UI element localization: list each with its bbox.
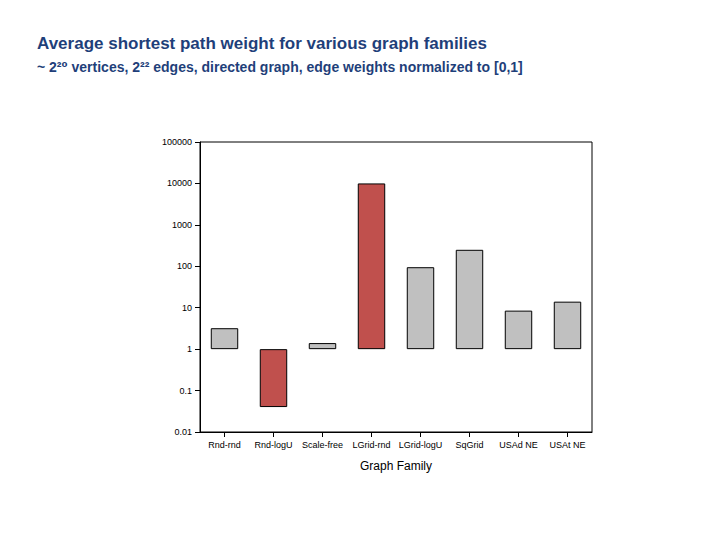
svg-text:Graph Family: Graph Family [360,459,432,473]
svg-text:USAd NE: USAd NE [499,440,538,450]
svg-text:Scale-free: Scale-free [302,440,343,450]
svg-text:~ 2²⁰ vertices, 2²² edges, dir: ~ 2²⁰ vertices, 2²² edges, directed grap… [37,59,523,75]
svg-text:USAt NE: USAt NE [549,440,585,450]
svg-text:LGrid-rnd: LGrid-rnd [352,440,390,450]
svg-text:0.01: 0.01 [174,427,192,437]
svg-text:1000: 1000 [172,220,192,230]
svg-text:100000: 100000 [162,137,192,147]
svg-text:100: 100 [177,261,192,271]
svg-text:SqGrid: SqGrid [455,440,483,450]
svg-text:10: 10 [182,303,192,313]
svg-text:10000: 10000 [167,178,192,188]
svg-text:1: 1 [187,344,192,354]
svg-text:Rnd-logU: Rnd-logU [254,440,292,450]
svg-text:Average shortest path weight f: Average shortest path weight for various… [37,34,487,53]
svg-text:LGrid-logU: LGrid-logU [399,440,443,450]
svg-text:Rnd-rnd: Rnd-rnd [208,440,241,450]
svg-text:0.1: 0.1 [179,386,192,396]
